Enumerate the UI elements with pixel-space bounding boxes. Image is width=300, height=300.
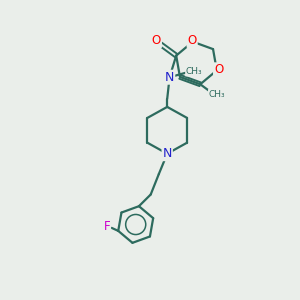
Text: CH₃: CH₃ [186,67,202,76]
Text: N: N [163,147,172,160]
Text: O: O [152,34,161,47]
Text: O: O [188,34,197,47]
Text: N: N [165,71,174,84]
Text: F: F [103,220,110,232]
Text: CH₃: CH₃ [209,90,225,99]
Text: O: O [214,63,223,76]
